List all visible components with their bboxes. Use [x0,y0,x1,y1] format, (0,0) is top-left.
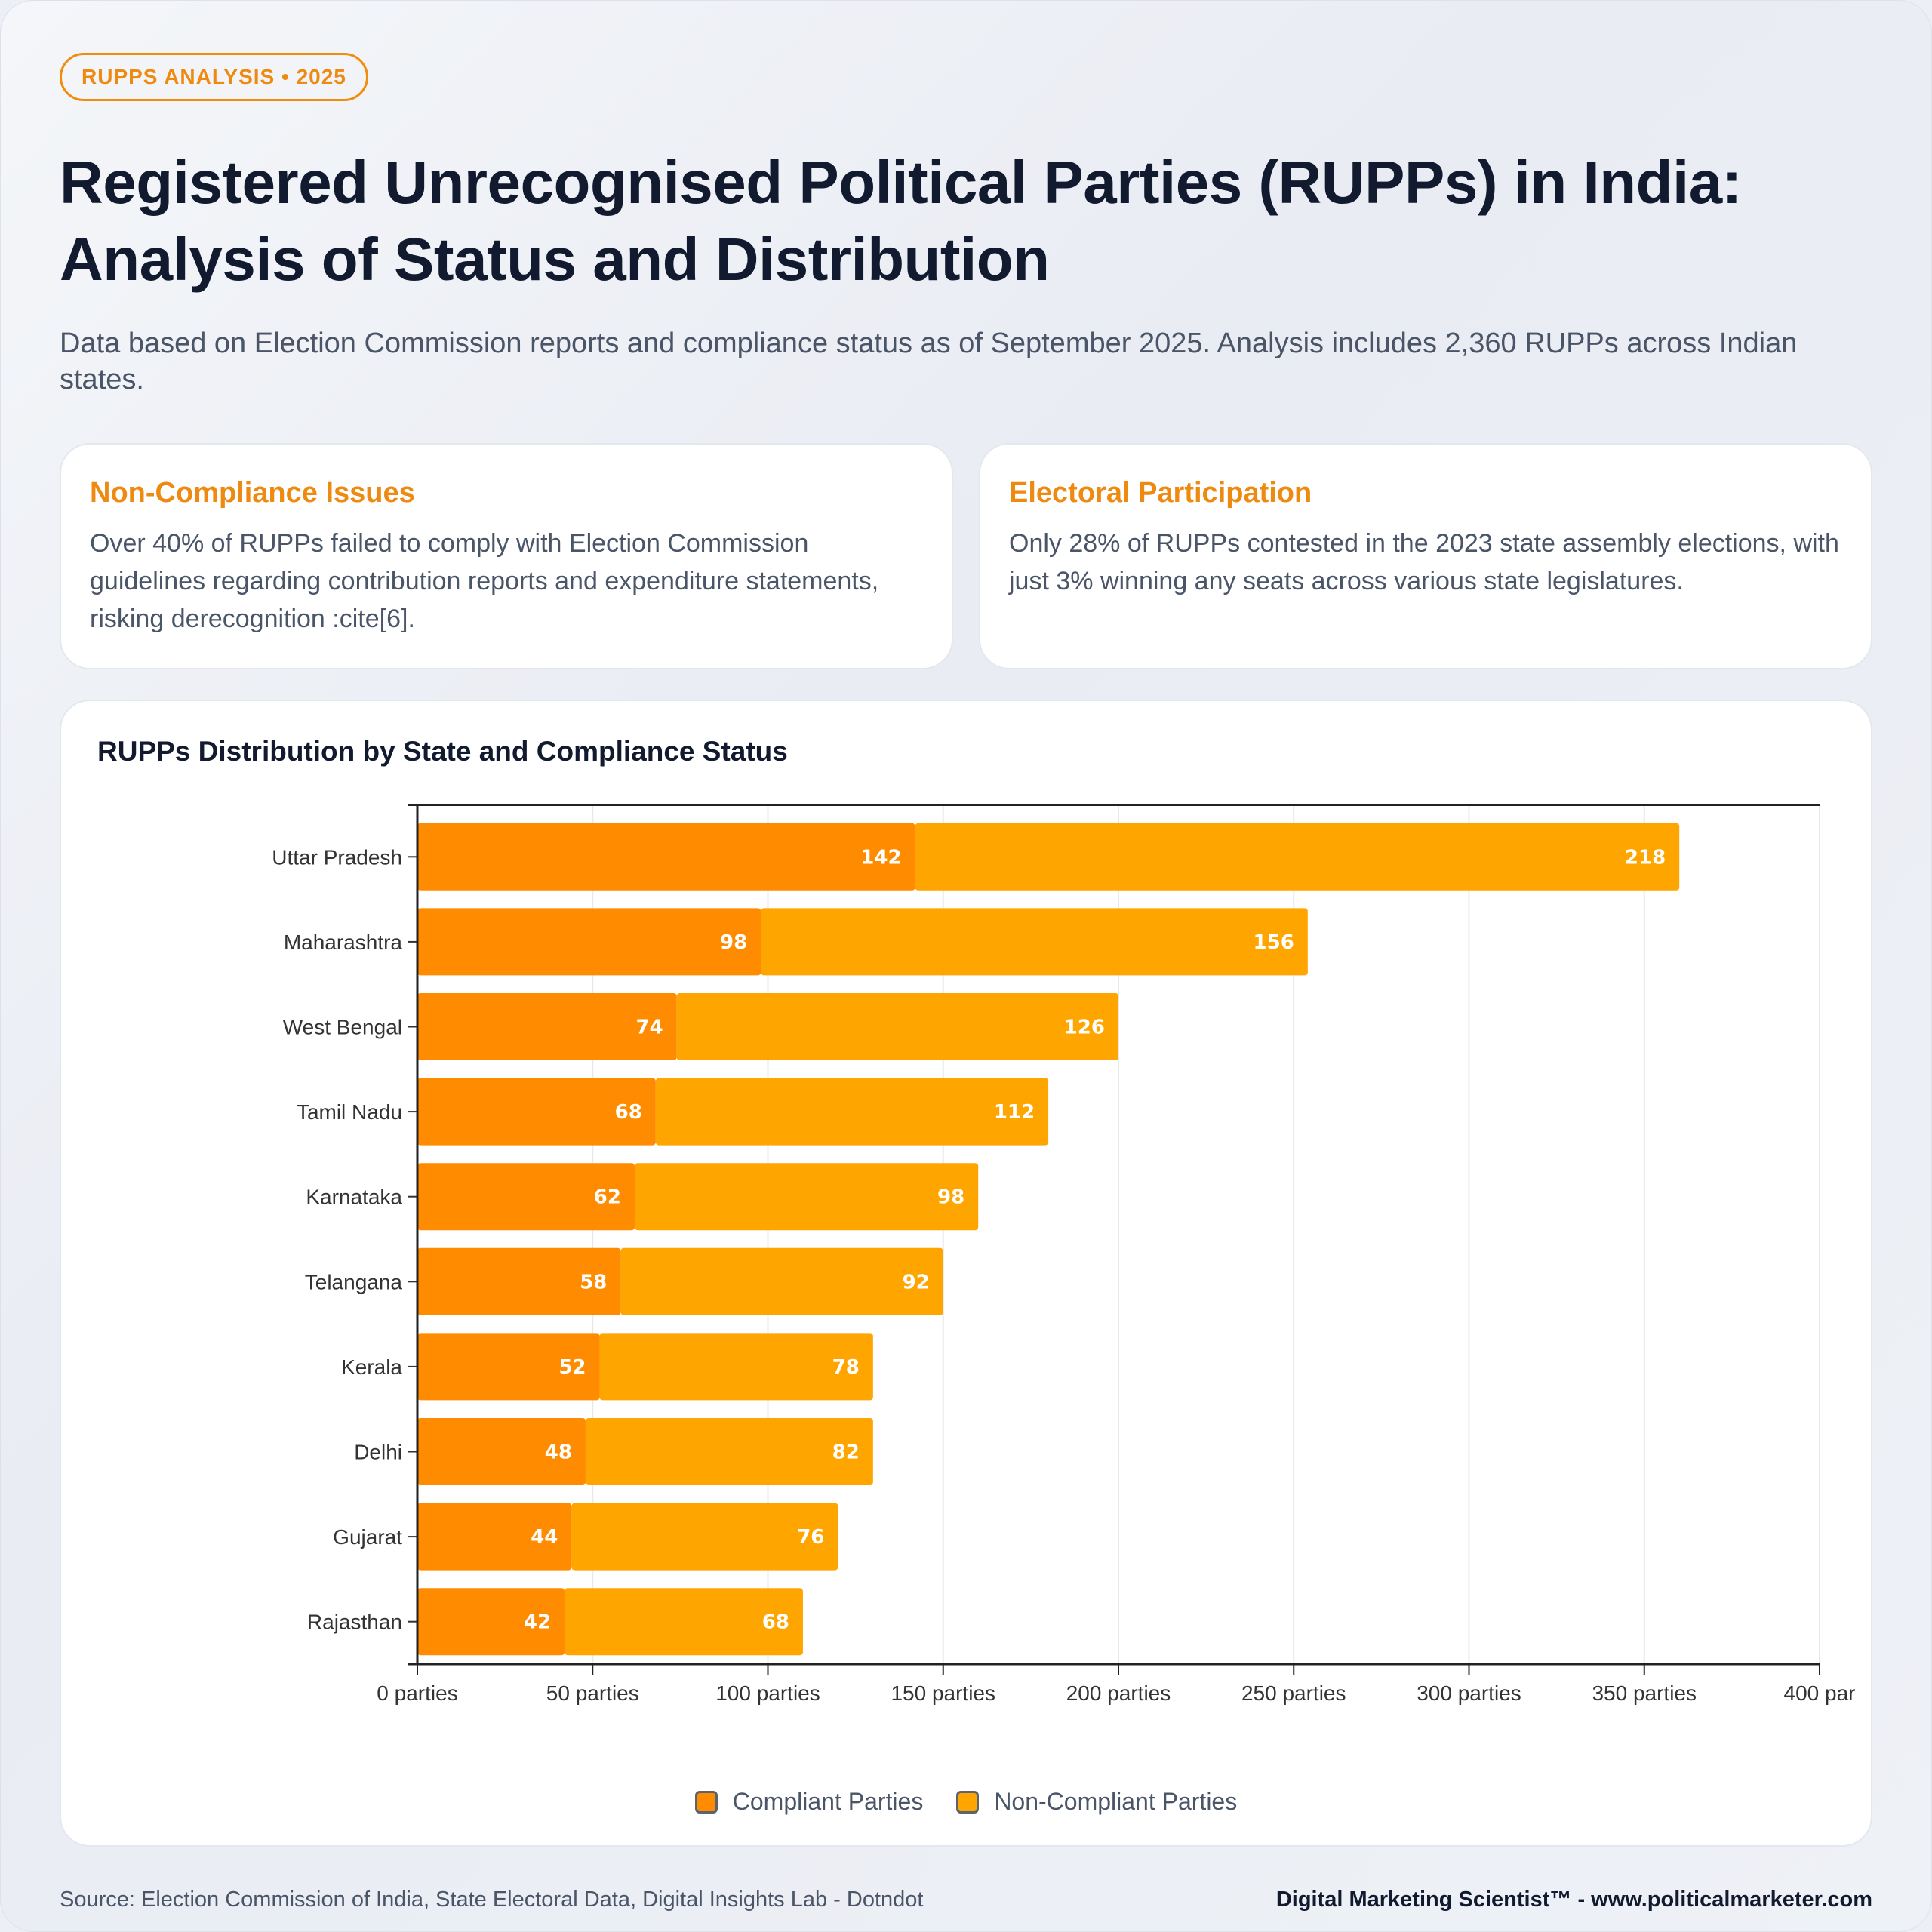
x-tick-label: 350 parties [1592,1681,1697,1705]
page-subtitle: Data based on Election Commission report… [60,328,1798,395]
stacked-bar-chart: 142 218 Uttar Pradesh 98 156 Maharashtra 74 126… [272,804,1856,1705]
bar-value-label: 68 [762,1611,789,1634]
legend-label: Compliant Parties [732,1788,924,1815]
bar-value-label: 44 [531,1526,558,1549]
header-badge: RUPPS ANALYSIS • 2025 [60,53,368,101]
bar-value-label: 112 [994,1101,1035,1124]
electoral-participation-card: Electoral Participation Only 28% of RUPP… [979,443,1872,669]
bar-non-compliant [599,1333,873,1401]
bar-value-label: 82 [832,1441,860,1464]
x-tick-label: 0 parties [377,1681,457,1705]
y-tick-label: Telangana [305,1270,403,1294]
chart-card: RUPPs Distribution by State and Complian… [60,700,1872,1847]
bar-non-compliant [585,1418,873,1485]
bar-compliant [417,1503,572,1571]
chart-title: RUPPs Distribution by State and Complian… [97,736,788,767]
chart-legend: Compliant Parties Non-Compliant Parties [61,1788,1871,1816]
bar-value-label: 142 [860,846,901,869]
bar-non-compliant [620,1247,943,1315]
bar-non-compliant [634,1163,979,1231]
bar-value-label: 52 [558,1356,586,1379]
bar-compliant [417,1078,656,1146]
footer-source: Source: Election Commission of India, St… [60,1887,924,1912]
bar-value-label: 62 [594,1186,621,1209]
bar-value-label: 74 [636,1017,663,1039]
card-text: Over 40% of RUPPs failed to comply with … [90,529,879,633]
bar-value-label: 76 [797,1526,824,1549]
legend-swatch-compliant [694,1790,718,1814]
y-tick-label: Kerala [341,1355,402,1379]
x-tick-label: 50 parties [546,1681,639,1705]
bar-value-label: 92 [903,1271,930,1294]
bar-value-label: 156 [1254,931,1294,954]
bar-non-compliant [571,1503,838,1571]
bar-value-label: 218 [1625,846,1666,869]
y-tick-label: Uttar Pradesh [272,845,402,869]
bar-value-label: 126 [1064,1017,1105,1039]
footer-brand: Digital Marketing Scientist™ - www.polit… [1275,1887,1872,1912]
bar-non-compliant [565,1588,803,1656]
bar-value-label: 98 [937,1186,964,1209]
bar-compliant [417,823,915,891]
x-tick-label: 200 parties [1066,1681,1171,1705]
card-title: Electoral Participation [1009,477,1312,509]
bar-value-label: 68 [615,1101,642,1124]
bar-non-compliant [915,823,1680,891]
bar-value-label: 48 [545,1441,572,1464]
non-compliance-card: Non-Compliance Issues Over 40% of RUPPs … [60,443,953,669]
y-tick-label: West Bengal [283,1016,402,1039]
bar-value-label: 58 [580,1271,607,1294]
bar-compliant [417,1163,635,1231]
x-tick-label: 400 par [1784,1681,1856,1705]
bar-value-label: 42 [524,1611,551,1634]
x-tick-label: 100 parties [715,1681,820,1705]
y-tick-label: Maharashtra [284,931,403,954]
x-tick-label: 250 parties [1241,1681,1346,1705]
y-tick-label: Rajasthan [307,1611,402,1634]
x-tick-label: 150 parties [891,1681,995,1705]
bar-non-compliant [655,1078,1049,1146]
bar-value-label: 78 [832,1356,860,1379]
y-tick-label: Delhi [354,1441,402,1464]
legend-item-compliant[interactable]: Compliant Parties [694,1788,924,1816]
page-title: Registered Unrecognised Political Partie… [60,149,1742,293]
bar-value-label: 98 [720,931,747,954]
y-tick-label: Tamil Nadu [297,1100,402,1124]
y-tick-label: Gujarat [333,1525,402,1549]
legend-label: Non-Compliant Parties [994,1788,1238,1815]
legend-swatch-non-compliant [956,1790,980,1814]
x-tick-label: 300 parties [1417,1681,1521,1705]
bar-non-compliant [676,993,1118,1060]
bar-compliant [417,908,761,976]
bar-compliant [417,993,677,1060]
bar-compliant [417,1247,621,1315]
bar-compliant [417,1588,565,1656]
card-text: Only 28% of RUPPs contested in the 2023 … [1009,529,1839,595]
y-tick-label: Karnataka [306,1186,402,1209]
bar-non-compliant [761,908,1308,976]
card-title: Non-Compliance Issues [90,477,415,509]
bar-compliant [417,1418,586,1485]
bar-compliant [417,1333,600,1401]
legend-item-non-compliant[interactable]: Non-Compliant Parties [956,1788,1237,1816]
